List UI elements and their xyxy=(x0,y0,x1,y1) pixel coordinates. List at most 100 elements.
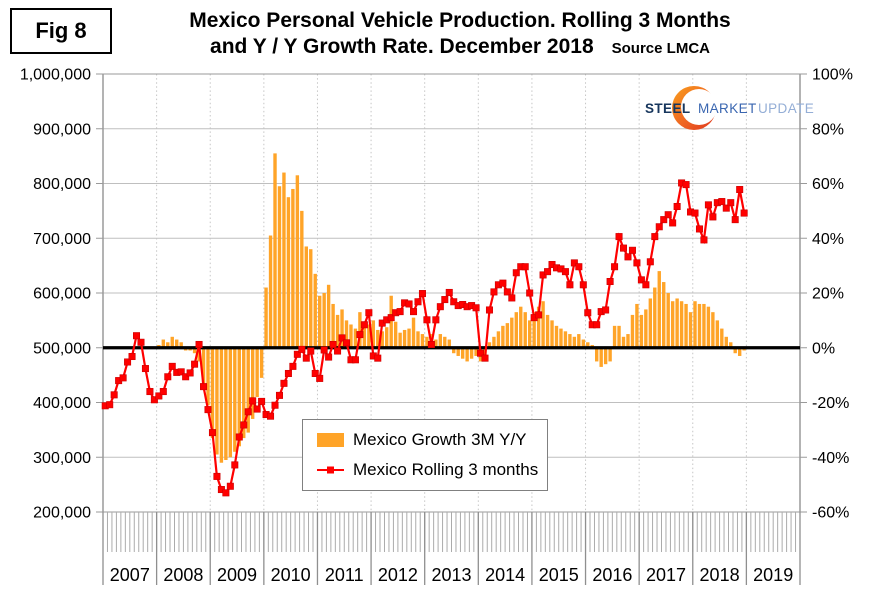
year-label: 2010 xyxy=(271,565,311,585)
smu-logo: STEEL MARKET UPDATE xyxy=(628,86,814,130)
growth-bar xyxy=(581,339,586,348)
right-axis-label: 0% xyxy=(812,340,835,357)
line-marker xyxy=(195,340,203,348)
right-axis-label: -60% xyxy=(812,505,849,522)
growth-bar xyxy=(438,334,443,348)
growth-bar xyxy=(353,328,358,348)
line-marker xyxy=(110,391,118,399)
line-marker xyxy=(204,406,212,414)
year-label: 2012 xyxy=(378,565,418,585)
growth-bar xyxy=(635,303,639,348)
line-marker xyxy=(575,263,583,271)
line-marker xyxy=(664,211,672,219)
growth-bar xyxy=(259,347,264,378)
line-marker xyxy=(669,219,677,227)
line-marker xyxy=(338,334,346,342)
growth-bar xyxy=(595,347,599,362)
growth-bar xyxy=(532,312,536,348)
growth-bar xyxy=(492,336,496,348)
growth-bar xyxy=(340,309,344,348)
line-marker xyxy=(231,461,239,469)
growth-bar xyxy=(554,325,559,348)
line-marker xyxy=(445,288,453,296)
line-marker xyxy=(200,383,208,391)
legend-item-bars: Mexico Growth 3M Y/Y xyxy=(317,430,547,450)
line-marker xyxy=(633,259,641,267)
growth-bar xyxy=(389,295,393,348)
growth-bar xyxy=(452,347,456,354)
growth-bar xyxy=(697,303,702,348)
left-axis-label: 200,000 xyxy=(33,505,91,522)
right-axis-label: -40% xyxy=(812,450,849,467)
line-marker xyxy=(396,308,404,316)
line-marker xyxy=(624,253,632,261)
growth-bar xyxy=(233,347,237,452)
growth-bar xyxy=(224,347,228,460)
growth-bar xyxy=(304,246,308,348)
line-marker xyxy=(655,223,663,231)
growth-bar xyxy=(577,334,581,348)
growth-bar xyxy=(711,312,715,348)
growth-bar xyxy=(286,197,291,348)
line-marker xyxy=(240,421,248,429)
year-label: 2019 xyxy=(753,565,793,585)
line-marker xyxy=(235,433,243,441)
line-marker xyxy=(436,303,444,311)
left-axis-label: 1,000,000 xyxy=(20,67,91,84)
line-marker xyxy=(186,369,194,377)
line-marker xyxy=(490,288,498,296)
growth-bar xyxy=(644,309,648,348)
growth-bar xyxy=(501,325,505,348)
growth-bar xyxy=(443,336,447,348)
line-marker xyxy=(727,199,735,207)
growth-bar xyxy=(246,347,250,433)
line-marker xyxy=(280,379,288,387)
line-marker xyxy=(472,304,480,312)
line-marker xyxy=(544,268,552,276)
growth-bar xyxy=(666,293,670,348)
line-marker xyxy=(682,181,690,189)
line-marker xyxy=(316,374,324,382)
line-marker xyxy=(521,263,529,271)
chart-legend: Mexico Growth 3M Y/Y Mexico Rolling 3 mo… xyxy=(302,419,548,491)
line-marker xyxy=(334,347,342,355)
growth-bar xyxy=(653,287,657,348)
line-marker xyxy=(307,347,315,355)
growth-bar xyxy=(460,347,465,359)
growth-bar xyxy=(192,347,197,354)
chart-title-block: Mexico Personal Vehicle Production. Roll… xyxy=(115,8,805,61)
line-marker xyxy=(602,306,610,314)
line-marker xyxy=(660,216,668,224)
line-marker xyxy=(177,368,185,376)
left-axis-label: 700,000 xyxy=(33,231,91,248)
line-marker xyxy=(320,346,328,354)
growth-bar xyxy=(264,287,268,348)
growth-bar xyxy=(367,324,371,348)
line-marker xyxy=(271,401,279,409)
axis-labels: 1,000,000 900,000 800,000 700,000 600,000 500… xyxy=(20,67,853,586)
growth-bar xyxy=(380,331,384,348)
growth-bar xyxy=(331,303,335,348)
growth-bar xyxy=(545,314,550,348)
growth-bar xyxy=(474,347,478,356)
line-marker xyxy=(620,244,628,252)
line-marker xyxy=(159,388,167,396)
growth-bar xyxy=(170,336,174,348)
chart-title-line2: and Y / Y Growth Rate. December 2018 xyxy=(210,35,594,59)
line-marker xyxy=(414,298,422,306)
growth-bar xyxy=(599,347,603,367)
line-marker xyxy=(709,213,717,221)
line-marker xyxy=(298,345,306,353)
growth-bar xyxy=(385,327,389,348)
growth-bar xyxy=(586,342,590,348)
left-axis-label: 500,000 xyxy=(33,340,91,357)
legend-item-line: Mexico Rolling 3 months xyxy=(317,460,547,480)
growth-bar xyxy=(322,293,326,348)
growth-bar xyxy=(282,172,286,348)
line-marker xyxy=(427,340,435,348)
growth-bar xyxy=(639,314,644,348)
line-marker xyxy=(302,354,310,362)
growth-bar xyxy=(617,325,621,348)
growth-bar xyxy=(559,328,563,348)
year-label: 2016 xyxy=(592,565,632,585)
